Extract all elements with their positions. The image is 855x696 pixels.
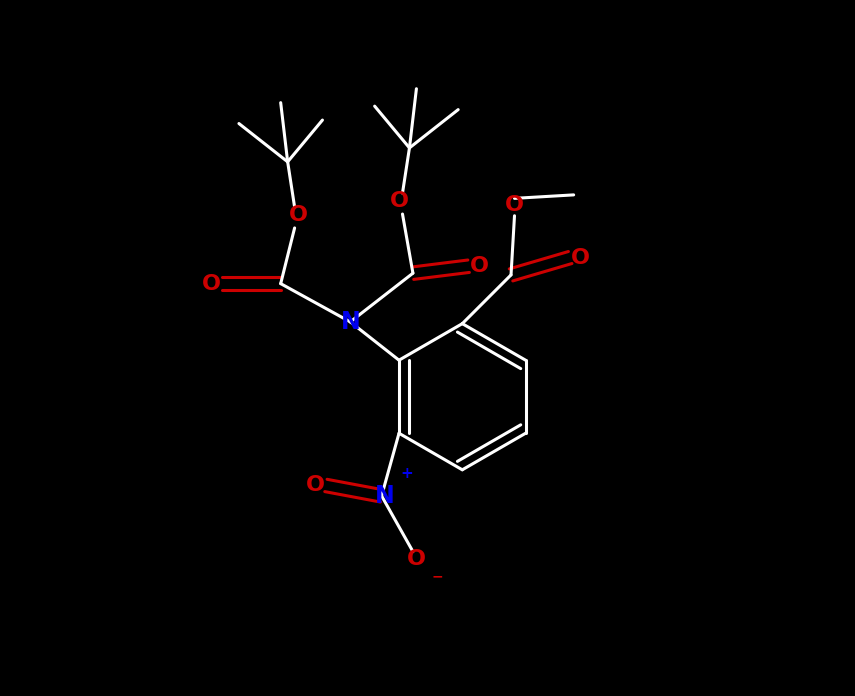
Text: O: O	[390, 191, 409, 212]
Text: O: O	[505, 196, 524, 215]
Text: N: N	[375, 484, 395, 508]
Text: O: O	[202, 274, 221, 294]
Text: +: +	[400, 466, 413, 480]
Text: −: −	[432, 569, 444, 583]
Text: O: O	[289, 205, 308, 226]
Text: O: O	[469, 256, 488, 276]
Text: O: O	[306, 475, 325, 496]
Text: O: O	[571, 248, 590, 267]
Text: N: N	[340, 310, 360, 334]
Text: O: O	[407, 548, 426, 569]
